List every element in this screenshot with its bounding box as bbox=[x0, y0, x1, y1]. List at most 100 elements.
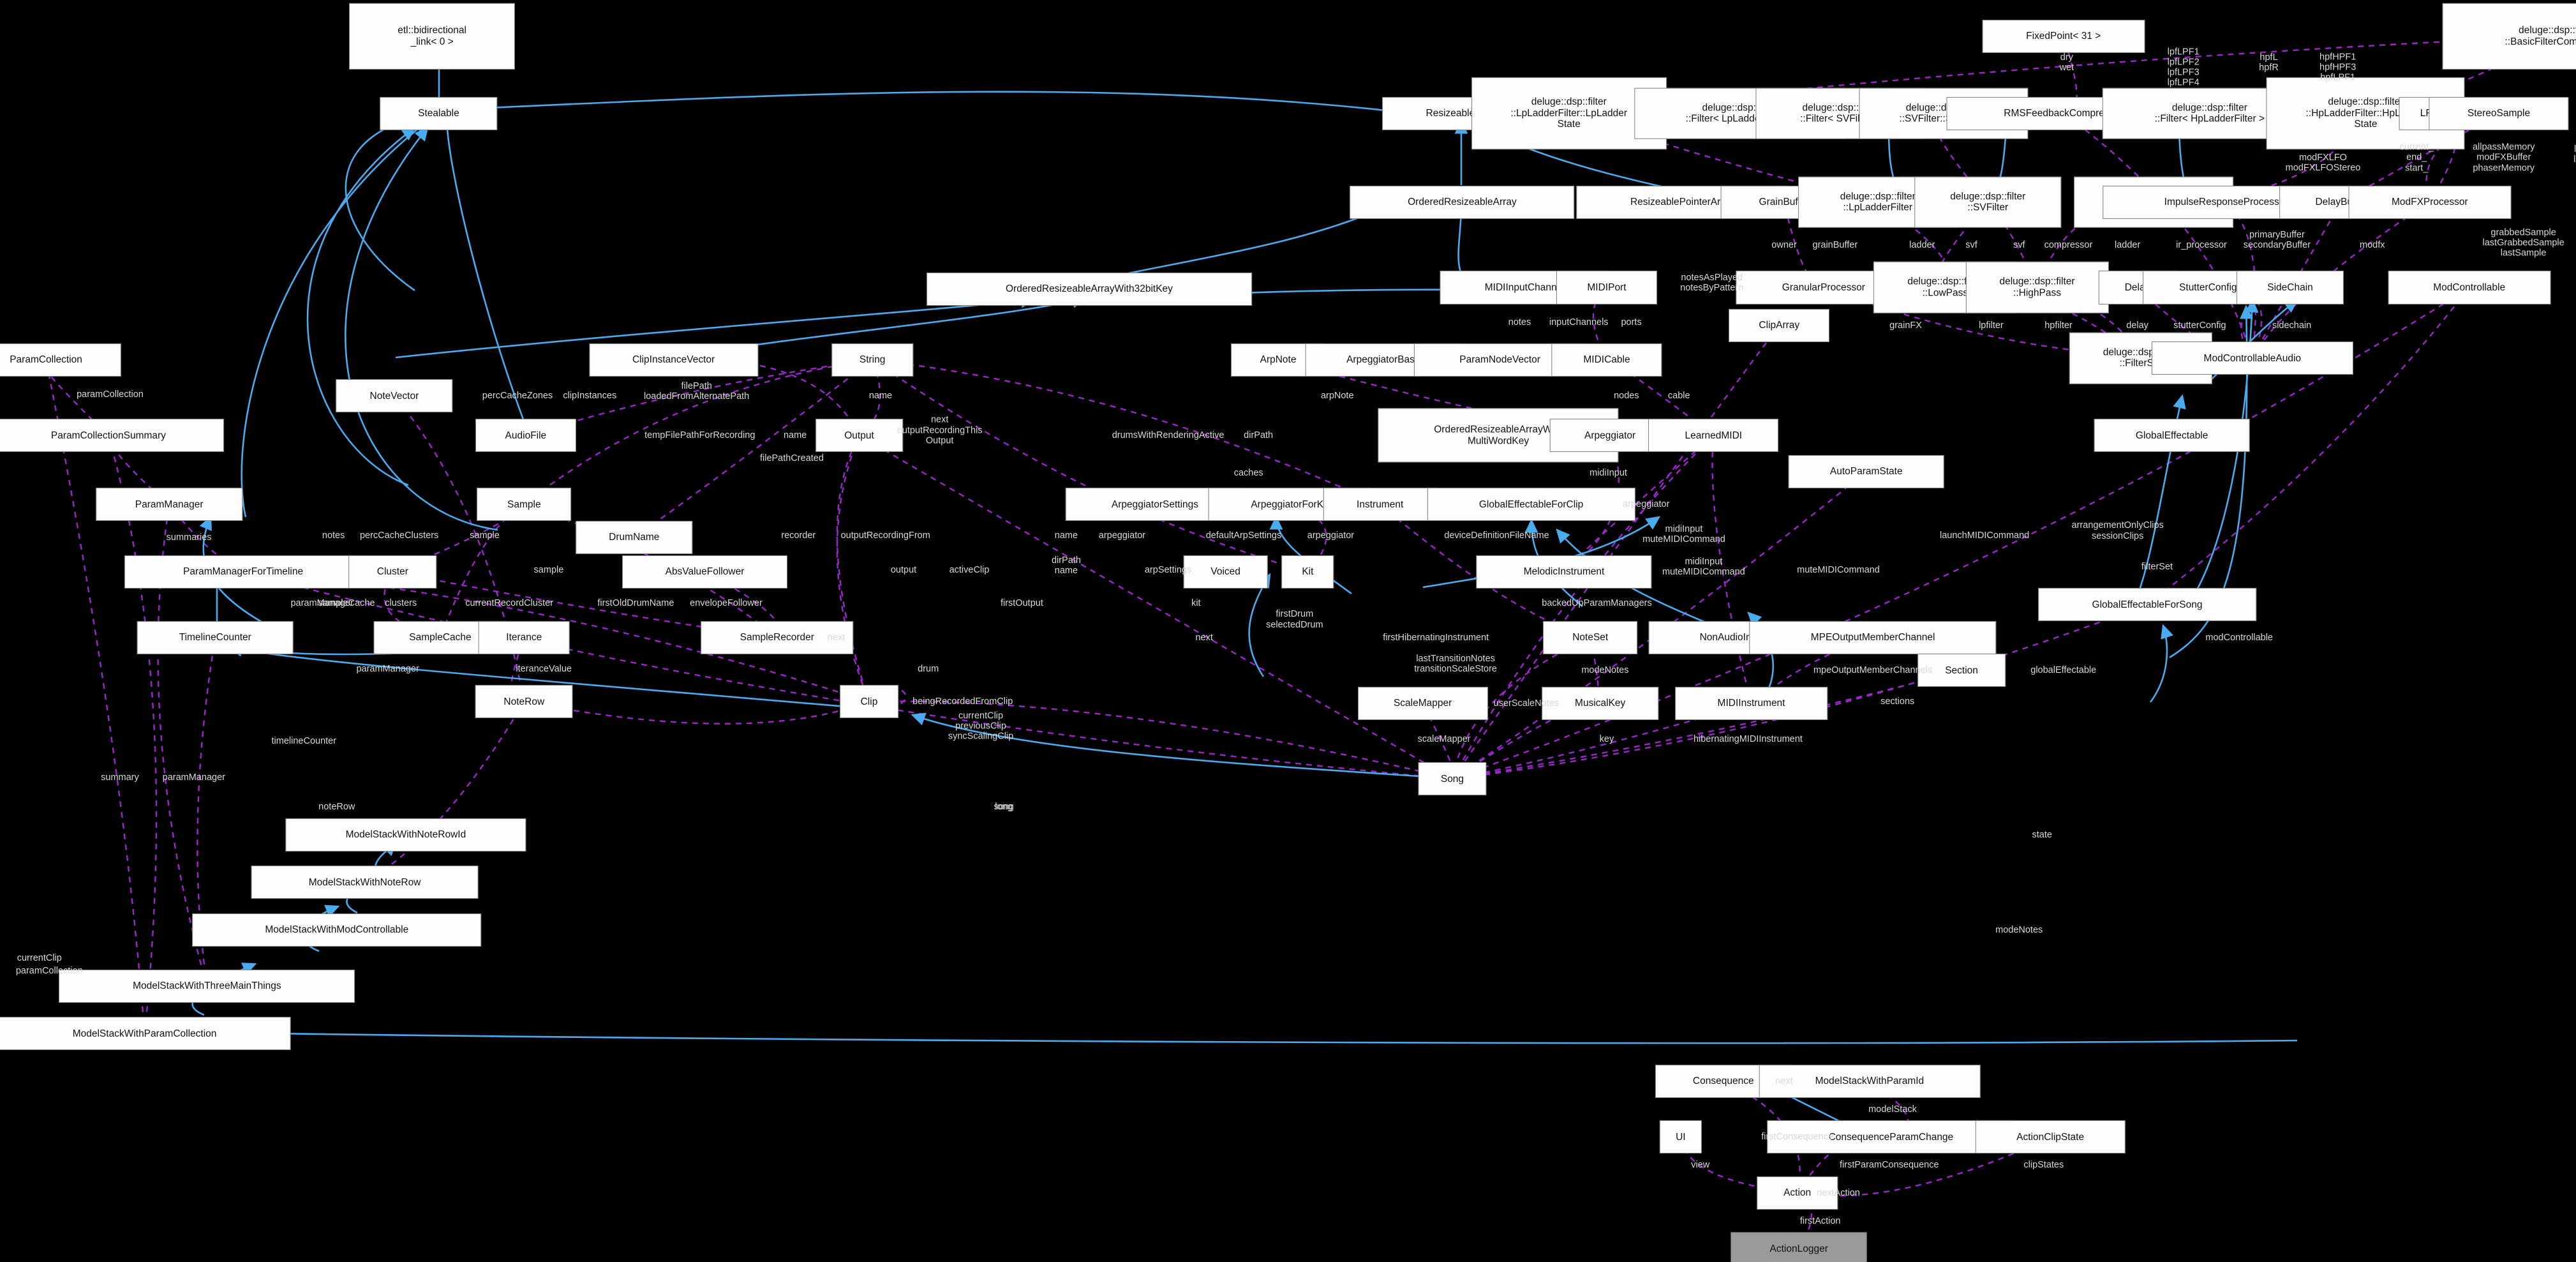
class-node-action[interactable]: Action bbox=[1756, 1176, 1838, 1210]
class-node-modcontrollableaudio[interactable]: ModControllableAudio bbox=[2151, 342, 2353, 375]
class-node-midicable[interactable]: MIDICable bbox=[1551, 343, 1662, 377]
class-node-orderedresizeablearray[interactable]: OrderedResizeableArray bbox=[1350, 185, 1575, 219]
class-node-stealable[interactable]: Stealable bbox=[380, 96, 498, 130]
class-node-modelstackwithnoterow[interactable]: ModelStackWithNoteRow bbox=[251, 866, 479, 899]
class-node-iterance[interactable]: Iterance bbox=[478, 620, 570, 654]
edge-label: filePath loadedFromAlternatePath bbox=[644, 380, 750, 402]
class-node-midiport[interactable]: MIDIPort bbox=[1556, 271, 1657, 304]
class-node-mpeoutputmemberchannel[interactable]: MPEOutputMemberChannel bbox=[1749, 620, 1997, 654]
edge-label: dirPath bbox=[1244, 430, 1274, 441]
class-node-etl_bidirectional_link[interactable]: etl::bidirectional _link< 0 > bbox=[349, 3, 516, 70]
edge-label: summaries bbox=[166, 532, 212, 543]
class-node-globaleffectableforclip[interactable]: GlobalEffectableForClip bbox=[1427, 488, 1635, 522]
class-node-sample[interactable]: Sample bbox=[477, 488, 572, 522]
class-node-midiinstrument[interactable]: MIDIInstrument bbox=[1674, 686, 1828, 720]
class-node-samplerecorder[interactable]: SampleRecorder bbox=[700, 620, 854, 654]
class-node-sidechain[interactable]: SideChain bbox=[2236, 271, 2344, 304]
edge-label: dirPath name bbox=[1051, 555, 1081, 576]
edge-label: midiInput muteMIDICommand bbox=[1662, 556, 1745, 578]
edge-label: name bbox=[1054, 530, 1078, 541]
edge-label: sections bbox=[1880, 696, 1915, 707]
edge-label: output bbox=[890, 565, 917, 576]
edge-label: tempFilePathForRecording bbox=[644, 430, 756, 441]
edge-label: notes bbox=[322, 530, 345, 541]
edge-label: firstOldDrumName bbox=[597, 597, 674, 608]
edge-label: paramManager bbox=[290, 597, 354, 608]
class-node-scalemapper[interactable]: ScaleMapper bbox=[1357, 686, 1488, 720]
class-node-clip[interactable]: Clip bbox=[840, 685, 898, 719]
class-node-melodicinstrument[interactable]: MelodicInstrument bbox=[1476, 555, 1652, 589]
edge-label: hpfilter bbox=[2044, 320, 2073, 331]
class-node-noteset[interactable]: NoteSet bbox=[1543, 620, 1638, 654]
edge-label: hpfL hpfR bbox=[2259, 52, 2279, 73]
edge-label: lpf_l lpf_r bbox=[2573, 144, 2576, 165]
class-node-absvaluefollower[interactable]: AbsValueFollower bbox=[622, 555, 788, 589]
class-node-musicalkey[interactable]: MusicalKey bbox=[1541, 686, 1659, 720]
class-node-modelstackwithmodcontrollable[interactable]: ModelStackWithModControllable bbox=[191, 913, 482, 947]
class-node-voiced[interactable]: Voiced bbox=[1183, 555, 1268, 589]
edge-label: noteRow bbox=[318, 801, 355, 812]
class-node-ui[interactable]: UI bbox=[1659, 1120, 1702, 1154]
edge-label: modfx bbox=[2359, 239, 2385, 250]
class-node-globaleffectableforsong[interactable]: GlobalEffectableForSong bbox=[2038, 588, 2256, 622]
class-node-kit[interactable]: Kit bbox=[1281, 555, 1334, 589]
class-node-modelstackwithparamid[interactable]: ModelStackWithParamId bbox=[1759, 1064, 1981, 1098]
class-node-noterow[interactable]: NoteRow bbox=[475, 685, 573, 719]
focus-node-actionlogger[interactable]: ActionLogger bbox=[1731, 1232, 1868, 1262]
class-node-string[interactable]: String bbox=[831, 343, 913, 377]
edge-label: paramCollection bbox=[77, 389, 144, 400]
edge-label: percCacheClusters bbox=[359, 530, 439, 541]
class-node-modelstackwithnoterowid[interactable]: ModelStackWithNoteRowId bbox=[285, 818, 526, 852]
class-node-lpladderstate[interactable]: deluge::dsp::filter ::LpLadderFilter::Lp… bbox=[1471, 77, 1667, 150]
class-node-autoparamstate[interactable]: AutoParamState bbox=[1788, 454, 1945, 488]
class-node-output[interactable]: Output bbox=[815, 419, 904, 453]
edge-label: sidechain bbox=[2272, 320, 2312, 331]
class-node-globaleffectable[interactable]: GlobalEffectable bbox=[2094, 419, 2250, 453]
edge-label: svf bbox=[1965, 239, 1977, 250]
edge-label: midiInput bbox=[1590, 468, 1627, 479]
edge-label: ports bbox=[1621, 317, 1642, 327]
class-node-modcontrollable[interactable]: ModControllable bbox=[2388, 271, 2551, 304]
class-node-consequenceparamchange[interactable]: ConsequenceParamChange bbox=[1767, 1120, 2015, 1154]
class-node-learnedmidi[interactable]: LearnedMIDI bbox=[1648, 419, 1779, 453]
edge-label: next outputRecordingThis Output bbox=[897, 415, 983, 446]
class-node-instrument[interactable]: Instrument bbox=[1323, 488, 1437, 522]
edge-label: lastTransitionNotes transitionScaleStore bbox=[1414, 653, 1497, 674]
class-node-drumname[interactable]: DrumName bbox=[576, 520, 693, 554]
class-node-song[interactable]: Song bbox=[1418, 762, 1487, 796]
class-node-modelstackwiththreemainthings[interactable]: ModelStackWithThreeMainThings bbox=[59, 969, 355, 1003]
class-node-modelstackwithparamcollection[interactable]: ModelStackWithParamCollection bbox=[0, 1017, 291, 1051]
class-node-orderedresizeablearraywith32bitkey[interactable]: OrderedResizeableArrayWith32bitKey bbox=[927, 273, 1252, 306]
class-node-notevector[interactable]: NoteVector bbox=[336, 379, 453, 413]
edge-label: lpfilter bbox=[1979, 320, 2004, 331]
edge-label: defaultArpSettings bbox=[1205, 530, 1282, 541]
edge-label: modFXLFO modFXLFOStereo bbox=[2285, 152, 2361, 173]
class-node-audiofile[interactable]: AudioFile bbox=[475, 419, 576, 453]
class-node-svfilter[interactable]: deluge::dsp::filter ::SVFilter bbox=[1914, 176, 2061, 228]
class-node-modfxprocessor[interactable]: ModFXProcessor bbox=[2348, 185, 2512, 219]
edge-label: muteMIDICommand bbox=[1797, 565, 1880, 576]
class-node-timelinecounter[interactable]: TimelineCounter bbox=[137, 620, 294, 654]
class-node-cliparray[interactable]: ClipArray bbox=[1729, 308, 1830, 342]
class-node-cluster[interactable]: Cluster bbox=[348, 555, 437, 589]
class-node-clipinstancevector[interactable]: ClipInstanceVector bbox=[589, 343, 759, 377]
class-node-basicfiltercomponent[interactable]: deluge::dsp::filter ::BasicFilterCompone… bbox=[2442, 3, 2576, 70]
class-node-parammanager[interactable]: ParamManager bbox=[96, 488, 242, 522]
edge-label: key bbox=[1599, 734, 1614, 745]
class-node-highpass[interactable]: deluge::dsp::filter ::HighPass bbox=[1965, 262, 2109, 313]
class-node-stereosample[interactable]: StereoSample bbox=[2429, 96, 2569, 130]
class-node-section[interactable]: Section bbox=[1917, 654, 2006, 687]
edge-label: timelineCounter bbox=[271, 735, 337, 746]
edge-label: allpassMemory modFXBuffer phaserMemory bbox=[2472, 142, 2535, 174]
edge-label: firstHibernatingInstrument bbox=[1383, 632, 1489, 643]
class-node-actionclipstate[interactable]: ActionClipState bbox=[1975, 1120, 2126, 1154]
class-node-fixedpoint31[interactable]: FixedPoint< 31 > bbox=[1982, 19, 2145, 53]
edge-label: kit bbox=[1191, 597, 1201, 608]
edge-label: firstParamConsequence bbox=[1840, 1159, 1939, 1170]
edge-label: svf bbox=[2013, 239, 2025, 250]
class-node-parammanagerfortimeline[interactable]: ParamManagerForTimeline bbox=[124, 555, 362, 589]
edge-label: stutterConfig bbox=[2173, 320, 2226, 331]
class-node-paramcollection[interactable]: ParamCollection bbox=[0, 343, 121, 377]
class-node-paramcollectionsummary[interactable]: ParamCollectionSummary bbox=[0, 419, 224, 453]
